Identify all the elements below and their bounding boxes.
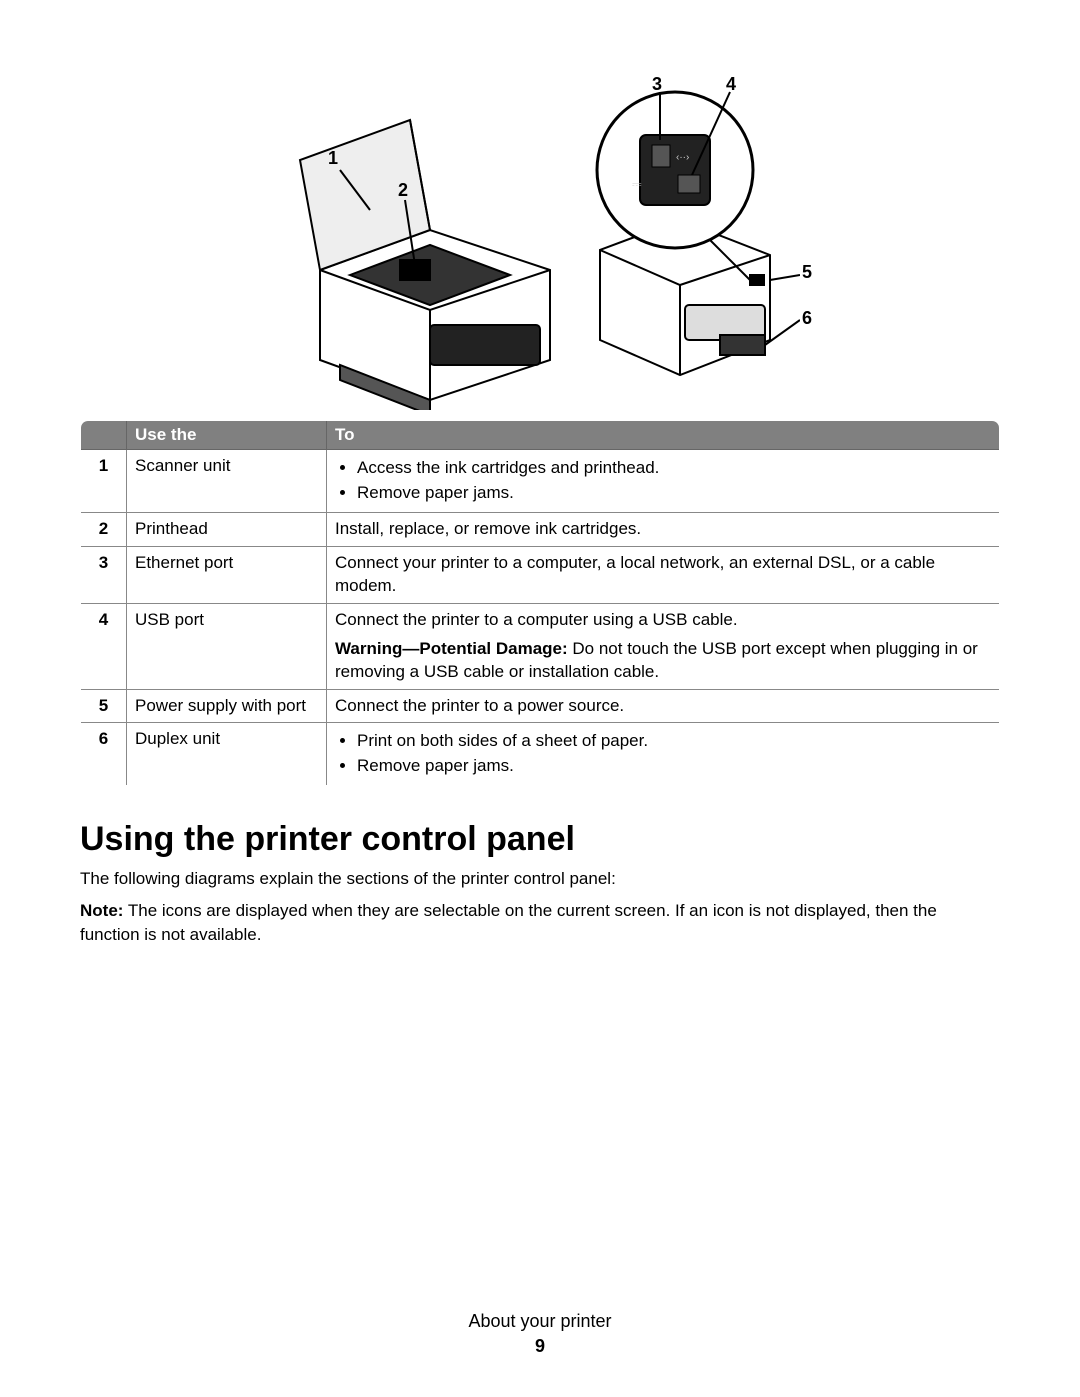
table-row: 6Duplex unitPrint on both sides of a she… xyxy=(81,723,1000,786)
table-row: 5Power supply with portConnect the print… xyxy=(81,689,1000,723)
list-item: Remove paper jams. xyxy=(357,482,991,505)
footer-section: About your printer xyxy=(468,1311,611,1331)
col-use-header: Use the xyxy=(127,421,327,450)
row-number: 6 xyxy=(81,723,127,786)
row-to-warning: Warning—Potential Damage: Do not touch t… xyxy=(335,638,991,684)
callout-1: 1 xyxy=(328,148,338,169)
printer-parts-diagram: ‹··› ⎓ 1 2 3 4 5 6 xyxy=(280,80,800,410)
table-row: 2PrintheadInstall, replace, or remove in… xyxy=(81,512,1000,546)
callout-3: 3 xyxy=(652,74,662,95)
page-footer: About your printer 9 xyxy=(0,1311,1080,1357)
table-row: 4USB port Connect the printer to a comput… xyxy=(81,603,1000,689)
note-paragraph: Note: The icons are displayed when they … xyxy=(80,899,1000,947)
printer-parts-table: Use the To 1Scanner unitAccess the ink c… xyxy=(80,420,1000,786)
row-to: Connect the printer to a computer using … xyxy=(327,603,1000,689)
callout-5: 5 xyxy=(802,262,812,283)
callout-2: 2 xyxy=(398,180,408,201)
row-to: Connect the printer to a power source. xyxy=(327,689,1000,723)
row-to: Access the ink cartridges and printhead.… xyxy=(327,450,1000,513)
row-to-list: Access the ink cartridges and printhead.… xyxy=(335,457,991,505)
list-item: Remove paper jams. xyxy=(357,755,991,778)
section-heading: Using the printer control panel xyxy=(80,820,1000,859)
callout-6: 6 xyxy=(802,308,812,329)
row-to: Print on both sides of a sheet of paper.… xyxy=(327,723,1000,786)
table-row: 3Ethernet portConnect your printer to a … xyxy=(81,546,1000,603)
row-number: 4 xyxy=(81,603,127,689)
note-text: The icons are displayed when they are se… xyxy=(80,901,937,944)
row-use: Power supply with port xyxy=(127,689,327,723)
svg-text:‹··›: ‹··› xyxy=(676,152,689,163)
manual-page: ‹··› ⎓ 1 2 3 4 5 6 Use the xyxy=(0,0,1080,1397)
row-use: USB port xyxy=(127,603,327,689)
row-use: Ethernet port xyxy=(127,546,327,603)
row-use: Duplex unit xyxy=(127,723,327,786)
row-to-list: Print on both sides of a sheet of paper.… xyxy=(335,730,991,778)
note-label: Note: xyxy=(80,901,123,920)
row-use: Scanner unit xyxy=(127,450,327,513)
row-to: Connect your printer to a computer, a lo… xyxy=(327,546,1000,603)
row-number: 1 xyxy=(81,450,127,513)
intro-paragraph: The following diagrams explain the secti… xyxy=(80,867,1000,891)
svg-text:⎓: ⎓ xyxy=(632,177,642,191)
col-num-header xyxy=(81,421,127,450)
table-row: 1Scanner unitAccess the ink cartridges a… xyxy=(81,450,1000,513)
callout-4: 4 xyxy=(726,74,736,95)
col-to-header: To xyxy=(327,421,1000,450)
footer-page-number: 9 xyxy=(0,1336,1080,1357)
row-number: 2 xyxy=(81,512,127,546)
row-use: Printhead xyxy=(127,512,327,546)
row-number: 3 xyxy=(81,546,127,603)
row-to: Install, replace, or remove ink cartridg… xyxy=(327,512,1000,546)
list-item: Print on both sides of a sheet of paper. xyxy=(357,730,991,753)
row-number: 5 xyxy=(81,689,127,723)
list-item: Access the ink cartridges and printhead. xyxy=(357,457,991,480)
row-to-text: Connect the printer to a computer using … xyxy=(335,609,991,632)
warning-label: Warning—Potential Damage: xyxy=(335,639,568,658)
